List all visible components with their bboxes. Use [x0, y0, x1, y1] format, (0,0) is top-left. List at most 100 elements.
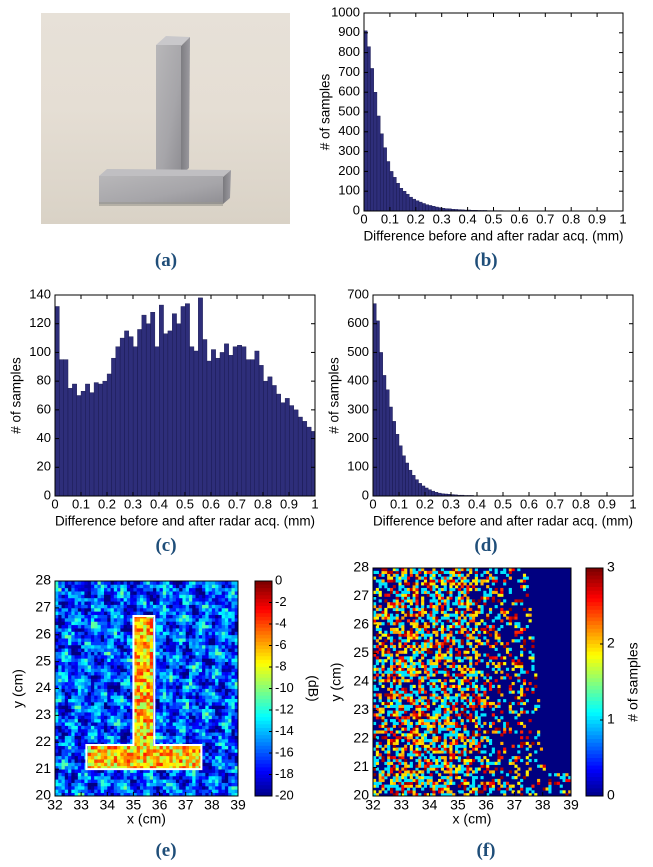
- heatmap-cell: [175, 725, 180, 730]
- heatmap-cell: [81, 752, 85, 757]
- heatmap-cell: [426, 750, 430, 754]
- heatmap-cell: [74, 614, 79, 619]
- heatmap-cell: [139, 769, 144, 773]
- heatmap-cell: [90, 698, 95, 703]
- heatmap-cell: [100, 785, 105, 790]
- heatmap-cell: [77, 581, 82, 585]
- heatmap-cell: [149, 779, 154, 783]
- heatmap-cell: [146, 641, 151, 646]
- heatmap-cell: [84, 785, 89, 790]
- heatmap-cell: [224, 752, 229, 757]
- heatmap-cell: [234, 638, 239, 642]
- heatmap-cell: [110, 738, 115, 743]
- y-tick-label: 900: [338, 24, 360, 39]
- heatmap-cell: [202, 594, 206, 599]
- heatmap-cell: [58, 725, 62, 730]
- heatmap-cell: [153, 775, 157, 780]
- heatmap-cell: [149, 594, 154, 599]
- heatmap-cell: [231, 755, 236, 760]
- heatmap-cell: [491, 778, 495, 783]
- heatmap-cell: [84, 621, 89, 626]
- heatmap-cell: [205, 631, 209, 636]
- heatmap-cell: [192, 688, 196, 693]
- heatmap-cell: [224, 628, 229, 632]
- heatmap-cell: [136, 765, 141, 770]
- heatmap-cell: [373, 733, 377, 737]
- heatmap-cell: [77, 614, 82, 619]
- heatmap-cell: [182, 792, 187, 797]
- heatmap-cell: [97, 631, 102, 636]
- heatmap-cell: [202, 688, 206, 693]
- heatmap-cell: [117, 597, 121, 602]
- heatmap-cell: [133, 607, 138, 612]
- heatmap-cell: [469, 736, 473, 740]
- heatmap-cell: [228, 678, 232, 683]
- heatmap-cell: [139, 742, 144, 747]
- heatmap-cell: [218, 591, 223, 595]
- heatmap-cell: [90, 587, 95, 592]
- heatmap-cell: [384, 721, 388, 726]
- heatmap-cell: [192, 644, 196, 649]
- heatmap-cell: [432, 733, 436, 737]
- heatmap-cell: [110, 705, 115, 710]
- heatmap-cell: [107, 664, 111, 669]
- heatmap-cell: [228, 698, 232, 703]
- heatmap-cell: [97, 748, 102, 753]
- heatmap-cell: [224, 678, 229, 683]
- heatmap-cell: [130, 765, 134, 770]
- heatmap-cell: [166, 728, 170, 733]
- histogram-bar: [392, 177, 397, 212]
- heatmap-cell: [234, 732, 239, 736]
- heatmap-cell: [146, 607, 151, 612]
- heatmap-cell: [94, 644, 98, 649]
- heatmap-cell: [153, 607, 157, 612]
- heatmap-cell: [192, 587, 196, 592]
- heatmap-cell: [166, 661, 170, 666]
- heatmap-cell: [169, 587, 174, 592]
- heatmap-cell: [211, 641, 216, 646]
- heatmap-cell: [162, 654, 167, 659]
- heatmap-cell: [457, 716, 461, 720]
- heatmap-cell: [58, 728, 62, 733]
- heatmap-cell: [198, 634, 203, 639]
- heatmap-cell: [443, 727, 447, 731]
- heatmap-cell: [156, 782, 160, 787]
- heatmap-cell: [74, 765, 79, 770]
- heatmap-cell: [198, 664, 203, 669]
- heatmap-cell: [90, 748, 95, 753]
- heatmap-cell: [211, 654, 216, 659]
- heatmap-cell: [172, 641, 177, 646]
- heatmap-cell: [224, 581, 229, 585]
- heatmap-cell: [474, 767, 478, 771]
- heatmap-cell: [136, 695, 141, 699]
- heatmap-cell: [87, 728, 92, 733]
- heatmap-cell: [466, 781, 470, 785]
- heatmap-cell: [149, 708, 154, 713]
- heatmap-cell: [104, 712, 108, 716]
- x-tick-label: 0.1: [390, 496, 408, 511]
- heatmap-cell: [149, 685, 154, 689]
- colorbar-segment: [255, 620, 272, 625]
- heatmap-cell: [71, 628, 76, 632]
- heatmap-cell: [418, 741, 422, 745]
- heatmap-cell: [205, 792, 209, 797]
- histogram-bar: [408, 469, 413, 497]
- heatmap-cell: [71, 691, 76, 696]
- heatmap-cell: [389, 778, 394, 783]
- heatmap-cell: [221, 661, 226, 666]
- heatmap-cell: [415, 733, 419, 737]
- heatmap-cell: [228, 634, 232, 639]
- heatmap-cell: [94, 715, 98, 720]
- heatmap-cell: [179, 654, 183, 659]
- heatmap-cell: [415, 770, 419, 774]
- heatmap-cell: [143, 648, 147, 652]
- heatmap-cell: [149, 695, 154, 699]
- heatmap-cell: [231, 617, 236, 622]
- heatmap-cell: [153, 597, 157, 602]
- heatmap-cell: [198, 611, 203, 615]
- heatmap-cell: [55, 708, 59, 713]
- heatmap-cell: [143, 611, 147, 615]
- heatmap-cell: [215, 725, 219, 730]
- heatmap-cell: [123, 779, 128, 783]
- heatmap-cell: [149, 785, 154, 790]
